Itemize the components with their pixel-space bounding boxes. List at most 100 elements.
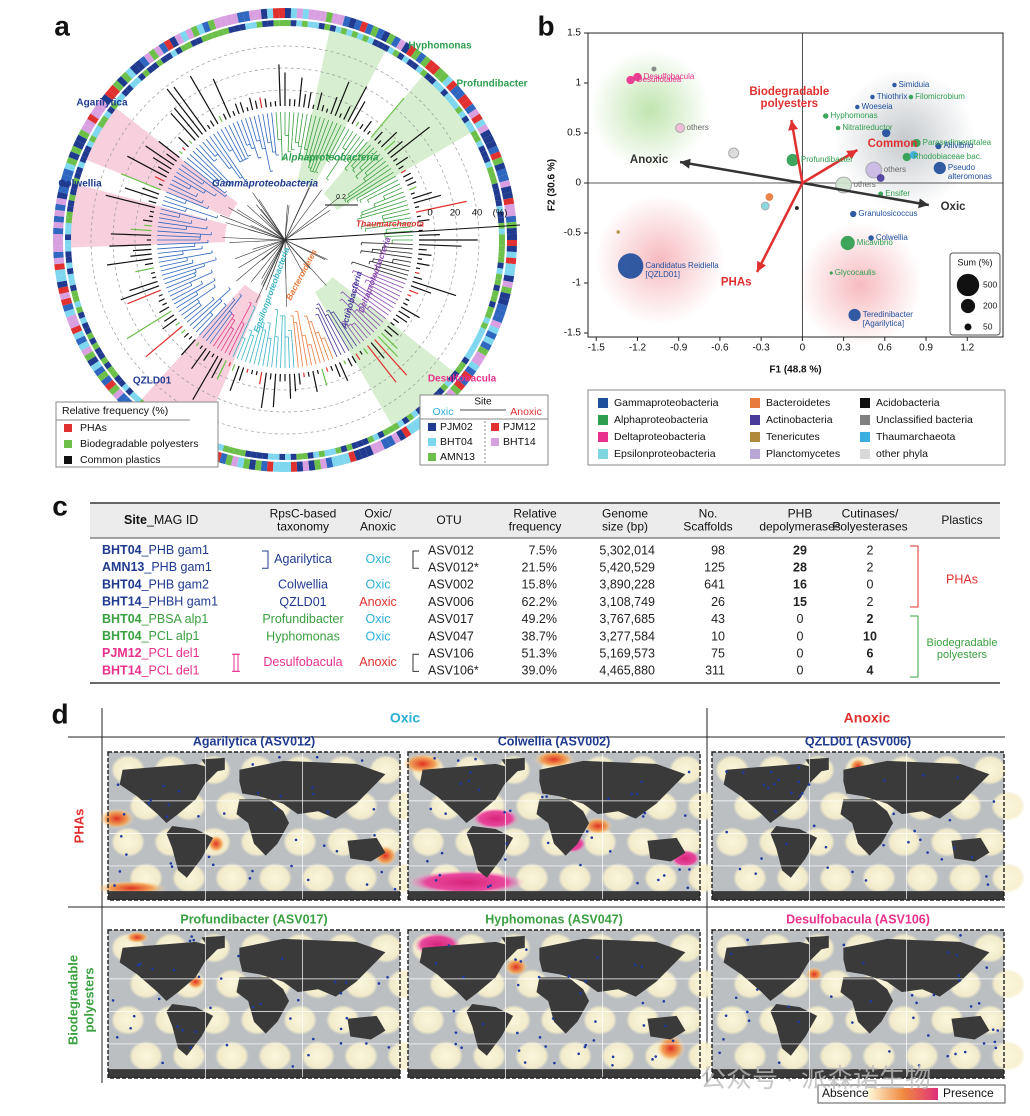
legend-swatch: [491, 438, 499, 446]
site-ring: [296, 8, 304, 19]
tree-arc: [223, 302, 227, 306]
site-ring: [471, 355, 483, 367]
tree-branch: [245, 335, 255, 362]
site-ring: [461, 98, 473, 110]
tree-branch: [262, 323, 271, 367]
site-ring: [494, 278, 502, 286]
tree-arc: [215, 257, 217, 260]
site-ring: [94, 347, 103, 355]
frequency-bar: [409, 186, 417, 191]
tree-root: [229, 239, 286, 243]
sample-site: [365, 883, 369, 886]
vector-label: Oxic: [941, 201, 967, 213]
tree-arc: [232, 297, 236, 301]
site-ring: [104, 379, 117, 391]
site-ring: [401, 55, 410, 64]
sample-site: [797, 1020, 800, 1024]
site-ring: [267, 453, 274, 460]
sample-site: [251, 1005, 255, 1009]
land: [108, 891, 400, 900]
tree-root: [284, 239, 287, 307]
absence-zone: [715, 827, 749, 857]
site-ring: [66, 156, 78, 166]
table-header: Oxic/: [364, 507, 392, 521]
site-ring: [380, 437, 391, 450]
tree-arc: [308, 321, 312, 323]
site-ring: [474, 118, 486, 129]
otu: ASV017: [428, 612, 474, 626]
sample-site: [641, 1001, 645, 1005]
frequency-bar: [312, 370, 318, 393]
sample-site: [280, 957, 284, 961]
land: [840, 799, 894, 856]
presence-zone: [99, 808, 135, 829]
tree-arc: [195, 291, 199, 295]
tree-arc: [186, 257, 188, 261]
tree-branch: [216, 320, 236, 349]
cluster-cloud: [590, 50, 710, 170]
point: [865, 161, 883, 179]
legend-swatch: [860, 449, 870, 459]
frequency-bar: [347, 358, 353, 367]
land: [536, 977, 590, 1034]
point-label: Thiothrix: [877, 92, 908, 101]
site-ring: [494, 308, 506, 318]
tree-branch: [383, 212, 411, 220]
frequency-bar: [255, 370, 258, 376]
tree-branch: [356, 287, 392, 312]
legend-swatch: [860, 432, 870, 442]
sample-site: [910, 993, 914, 997]
site-ring: [307, 452, 314, 459]
frequency-bar: [410, 192, 415, 195]
site-ring: [103, 110, 112, 119]
sample-site: [132, 1014, 136, 1018]
frequency: 62.2%: [522, 595, 557, 609]
tree-branch: [163, 200, 217, 219]
tree-branch: [308, 118, 325, 168]
tree-branch: [287, 336, 290, 368]
site-ring: [392, 422, 400, 431]
site-ring: [250, 21, 258, 29]
legend-box: [55, 401, 219, 468]
absence-zone: [215, 863, 249, 893]
sample-site: [824, 845, 828, 849]
tree-root: [238, 239, 286, 269]
site-ring: [54, 268, 66, 277]
frequency-bar: [203, 350, 211, 361]
sample-site: [977, 1002, 981, 1005]
site-ring: [108, 384, 121, 396]
mag: _PHB gam1: [141, 543, 209, 557]
site-ring: [169, 36, 180, 48]
absence-zone: [344, 863, 378, 893]
tree-branch: [376, 265, 409, 276]
tree-branch: [280, 112, 283, 160]
sample-site: [538, 1036, 542, 1039]
site-ring: [396, 52, 405, 61]
site-ring: [134, 59, 146, 72]
frequency-bar: [325, 108, 329, 113]
sample-site: [993, 1040, 997, 1044]
legend-swatch: [750, 432, 760, 442]
site-ring: [499, 291, 511, 301]
tree-arc: [356, 198, 359, 202]
site-ring: [79, 316, 88, 325]
sample-site: [812, 824, 816, 828]
sample-site: [365, 1042, 368, 1045]
sample-site: [596, 956, 599, 959]
land: [647, 1015, 686, 1040]
site-ring: [91, 130, 100, 138]
frequency: 49.2%: [522, 612, 557, 626]
site-ring: [505, 263, 516, 271]
site-ring: [65, 240, 72, 246]
site-ring: [470, 342, 479, 350]
sample-site: [642, 1024, 646, 1027]
site-ring: [415, 52, 427, 64]
tree-branch: [328, 309, 354, 349]
site-ring: [348, 17, 357, 29]
legend-text: other phyla: [876, 448, 928, 460]
sample-site: [504, 858, 507, 861]
cutinases: 4: [867, 664, 874, 678]
point: [794, 206, 799, 210]
land: [712, 891, 1004, 900]
frequency-bar: [135, 267, 155, 273]
